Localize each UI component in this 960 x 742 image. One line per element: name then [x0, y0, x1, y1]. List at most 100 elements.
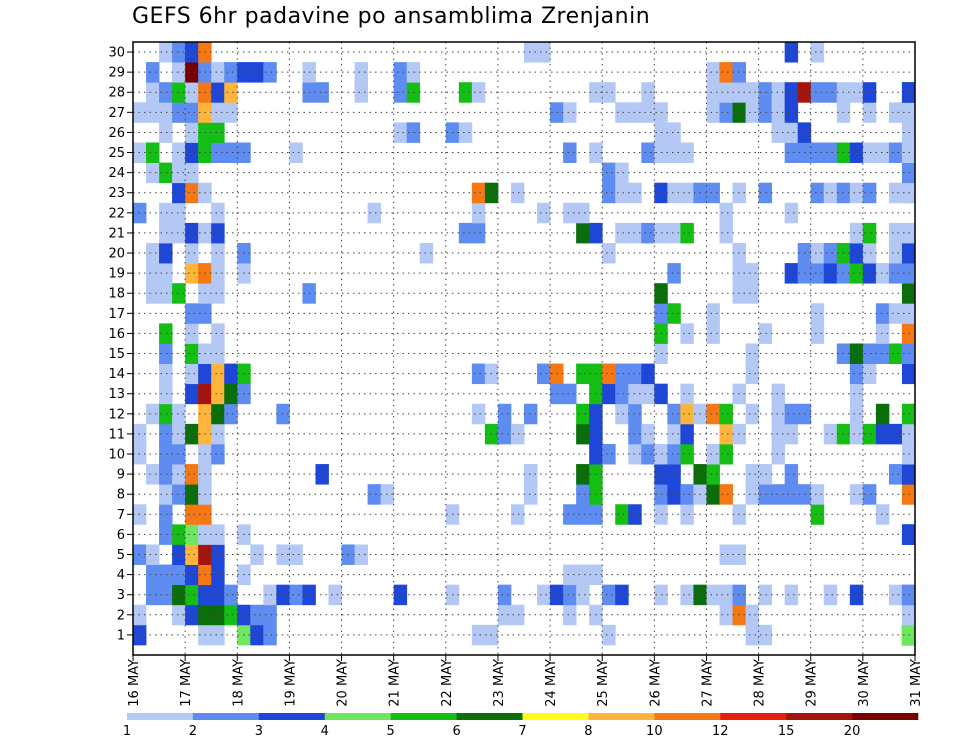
y-tick-label: 6 — [117, 528, 125, 543]
heatmap-cell — [745, 403, 759, 425]
heatmap-cell — [146, 464, 160, 485]
heatmap-cell — [862, 142, 877, 163]
heatmap-cell — [289, 544, 303, 565]
heatmap-cell — [185, 363, 199, 385]
heatmap-cell — [602, 182, 616, 204]
heatmap-cell — [849, 584, 864, 606]
heatmap-cell — [719, 202, 733, 224]
heatmap-cell — [185, 62, 199, 83]
heatmap-cell — [602, 363, 616, 385]
heatmap-cell — [185, 42, 199, 63]
heatmap-cell — [771, 383, 786, 405]
heatmap-cell — [719, 222, 733, 244]
heatmap-cell — [250, 544, 264, 565]
heatmap-cell — [771, 82, 786, 103]
y-tick-label: 28 — [108, 86, 125, 101]
y-tick-label: 14 — [108, 367, 125, 382]
heatmap-cell — [875, 504, 890, 525]
heatmap-cell — [758, 584, 773, 606]
heatmap-cell — [641, 102, 655, 123]
heatmap-cell — [810, 303, 825, 324]
y-tick-label: 4 — [117, 568, 125, 583]
y-axis: 1234567891011121314151617181920212223242… — [108, 46, 133, 643]
heatmap-cell — [576, 222, 590, 244]
heatmap-cell — [146, 162, 160, 184]
heatmap-cell — [524, 42, 538, 63]
heatmap-cell — [680, 504, 694, 525]
heatmap-cell — [211, 242, 225, 264]
y-tick-label: 22 — [108, 206, 125, 221]
heatmap-cell — [471, 182, 486, 204]
heatmap-cell — [745, 363, 759, 385]
heatmap-cell — [784, 584, 799, 606]
heatmap-cell — [211, 624, 225, 646]
heatmap-cell — [563, 202, 577, 224]
heatmap-cell — [159, 283, 173, 304]
heatmap-cell — [159, 423, 173, 445]
heatmap-cell — [875, 423, 890, 445]
heatmap-cell — [706, 443, 720, 465]
heatmap-cell — [537, 42, 551, 63]
heatmap-cell — [680, 323, 694, 344]
heatmap-cell — [406, 62, 421, 83]
heatmap-cell — [849, 222, 864, 244]
heatmap-cell — [224, 403, 238, 425]
heatmap-cell — [849, 242, 864, 264]
heatmap-cell — [602, 443, 616, 465]
heatmap-cell — [315, 82, 329, 103]
heatmap-cell — [146, 62, 160, 83]
heatmap-cell — [888, 242, 903, 264]
heatmap-cell — [250, 604, 264, 626]
legend-label: 5 — [387, 724, 395, 739]
heatmap-cell — [641, 423, 655, 445]
heatmap-cell — [888, 584, 903, 606]
heatmap-cell — [862, 343, 877, 364]
heatmap-cell — [862, 484, 877, 505]
heatmap-cell — [172, 484, 186, 505]
heatmap-cell — [172, 42, 186, 63]
heatmap-cell — [888, 464, 903, 485]
y-tick-label: 26 — [108, 126, 125, 141]
heatmap-cell — [211, 343, 225, 364]
heatmap-cell — [185, 584, 199, 606]
x-tick-label: 23 MAY — [492, 659, 507, 707]
heatmap-cell — [224, 142, 238, 163]
heatmap-cell — [810, 242, 825, 264]
heatmap-cell — [263, 604, 277, 626]
heatmap-cell — [224, 604, 238, 626]
y-tick-label: 2 — [117, 608, 125, 623]
heatmap-cell — [211, 403, 225, 425]
legend-label: 15 — [778, 724, 795, 739]
heatmap-cell — [159, 584, 173, 606]
legend-label: 2 — [189, 724, 197, 739]
heatmap-cell — [211, 62, 225, 83]
heatmap-cell — [185, 242, 199, 264]
chart-title: GEFS 6hr padavine po ansamblima Zrenjani… — [132, 4, 651, 29]
heatmap-cell — [172, 564, 186, 586]
heatmap-cell — [849, 263, 864, 284]
heatmap-cell — [680, 383, 694, 405]
x-tick-label: 19 MAY — [283, 659, 298, 707]
heatmap-cell — [146, 544, 160, 565]
heatmap-cell — [615, 363, 629, 385]
heatmap-cell — [784, 142, 799, 163]
heatmap-cell — [146, 263, 160, 284]
heatmap-cell — [393, 82, 408, 103]
heatmap-cell — [706, 464, 720, 485]
heatmap-cell — [224, 62, 238, 83]
heatmap-cell — [211, 423, 225, 445]
heatmap-cell — [185, 263, 199, 284]
heatmap-cell — [680, 403, 694, 425]
heatmap-cell — [172, 162, 186, 184]
heatmap-cell — [211, 564, 225, 586]
heatmap-cell — [172, 202, 186, 224]
heatmap-cell — [615, 403, 629, 425]
heatmap-cell — [602, 584, 616, 606]
heatmap-cell — [784, 202, 799, 224]
heatmap-cell — [875, 263, 890, 284]
legend-swatch — [324, 713, 391, 720]
heatmap-cell — [602, 383, 616, 405]
heatmap-cell — [224, 82, 238, 103]
x-tick-label: 16 MAY — [127, 659, 142, 707]
heatmap-cell — [224, 102, 238, 123]
